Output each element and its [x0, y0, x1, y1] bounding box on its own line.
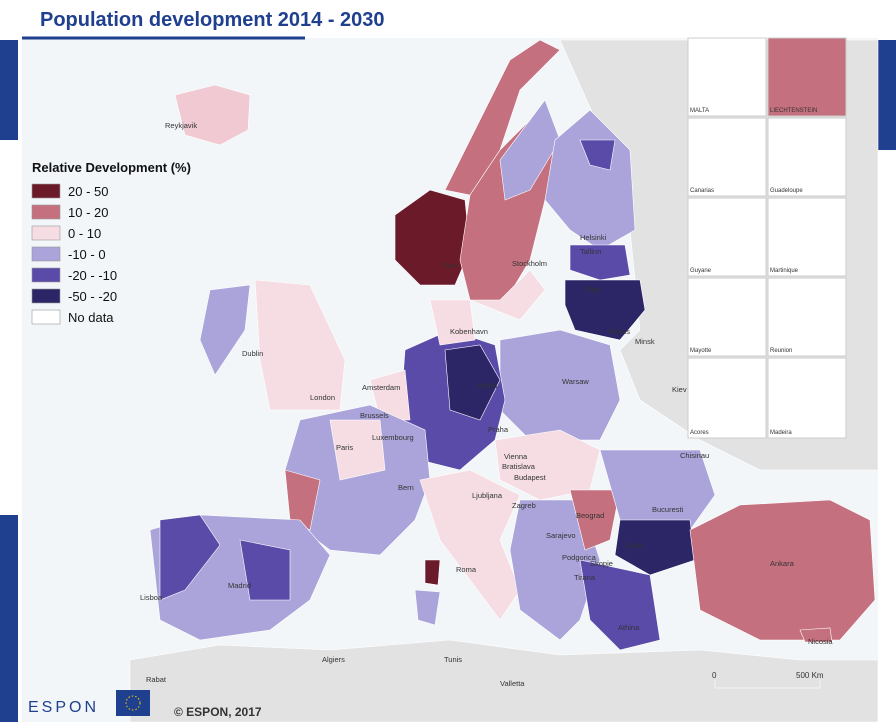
city: Rabat [146, 675, 167, 684]
inset-box [688, 118, 766, 196]
legend-swatch [32, 226, 60, 240]
eu-flag [116, 690, 150, 716]
city: Valletta [500, 679, 525, 688]
city: Minsk [635, 337, 655, 346]
inset-label: Reunion [770, 348, 792, 354]
inset-label: Mayotte [690, 348, 712, 354]
city: Dublin [242, 349, 263, 358]
legend-label: 0 - 10 [68, 226, 101, 241]
inset-label: Martinique [770, 268, 799, 274]
city: Bratislava [502, 462, 536, 471]
scale-zero: 0 [712, 671, 717, 680]
region [425, 560, 440, 585]
inset-label: Madeira [770, 430, 792, 436]
legend-swatch [32, 289, 60, 303]
inset-label: Acores [690, 430, 709, 436]
inset-label: Canarias [690, 188, 714, 194]
inset-label: Guadeloupe [770, 188, 803, 194]
inset-box [768, 198, 846, 276]
city: Chisinau [680, 451, 709, 460]
legend-label: No data [68, 310, 114, 325]
inset-label: LIECHTENSTEIN [770, 108, 817, 114]
city: Nicosia [808, 637, 833, 646]
inset-box [768, 118, 846, 196]
map-page: Population development 2014 - 2030 MALTA… [0, 0, 896, 722]
city: Paris [336, 443, 353, 452]
city: Tunis [444, 655, 462, 664]
legend-swatch [32, 184, 60, 198]
legend-label: 20 - 50 [68, 184, 108, 199]
inset-box [768, 38, 846, 116]
city: Stockholm [512, 259, 547, 268]
inset-label: MALTA [690, 108, 709, 114]
city: Madrid [228, 581, 251, 590]
legend-swatch [32, 268, 60, 282]
city: Sarajevo [546, 531, 576, 540]
inset-box [688, 198, 766, 276]
city: Kiev [672, 385, 687, 394]
city: Praha [488, 425, 509, 434]
city: Ljubljana [472, 491, 503, 500]
legend-swatch [32, 247, 60, 261]
city: Brussels [360, 411, 389, 420]
city: Zagreb [512, 501, 536, 510]
city: Reykjavik [165, 121, 197, 130]
legend-label: -10 - 0 [68, 247, 106, 262]
city: Oslo [442, 261, 457, 270]
city: Algiers [322, 655, 345, 664]
legend-label: -50 - -20 [68, 289, 117, 304]
inset-box [768, 358, 846, 438]
city: Riga [585, 285, 601, 294]
city: Skopje [590, 559, 613, 568]
espon-logo: ESPON [28, 699, 99, 716]
legend-label: 10 - 20 [68, 205, 108, 220]
city: Luxembourg [372, 433, 414, 442]
city: Helsinki [580, 233, 607, 242]
city: Tirana [574, 573, 596, 582]
legend-title: Relative Development (%) [32, 160, 191, 175]
inset-label: Guyane [690, 268, 712, 274]
city: Ankara [770, 559, 795, 568]
city: Berlin [478, 381, 497, 390]
inset-box [768, 278, 846, 356]
legend-swatch [32, 310, 60, 324]
scale-end: 500 Km [796, 671, 824, 680]
side-bar [878, 40, 896, 150]
city: Warsaw [562, 377, 589, 386]
city: Roma [456, 565, 477, 574]
legend-swatch [32, 205, 60, 219]
city: Bern [398, 483, 414, 492]
city: Vienna [504, 452, 528, 461]
region [690, 500, 875, 640]
city: Lisboa [140, 593, 163, 602]
city: Beograd [576, 511, 604, 520]
copyright: © ESPON, 2017 [174, 705, 262, 719]
inset-box [688, 38, 766, 116]
page: Population development 2014 - 2030 MALTA… [0, 0, 896, 722]
inset-box [688, 358, 766, 438]
side-bar [0, 515, 18, 722]
inset-box [688, 278, 766, 356]
side-bar [0, 40, 18, 140]
title: Population development 2014 - 2030 [40, 9, 385, 31]
city: Kobenhavn [450, 327, 488, 336]
city: Tallinn [580, 247, 601, 256]
city: Athina [618, 623, 640, 632]
city: London [310, 393, 335, 402]
city: Sofia [626, 541, 644, 550]
city: Bucuresti [652, 505, 684, 514]
legend-label: -20 - -10 [68, 268, 117, 283]
city: Budapest [514, 473, 547, 482]
city: Amsterdam [362, 383, 400, 392]
region [500, 330, 620, 440]
city: Vilnius [608, 327, 630, 336]
